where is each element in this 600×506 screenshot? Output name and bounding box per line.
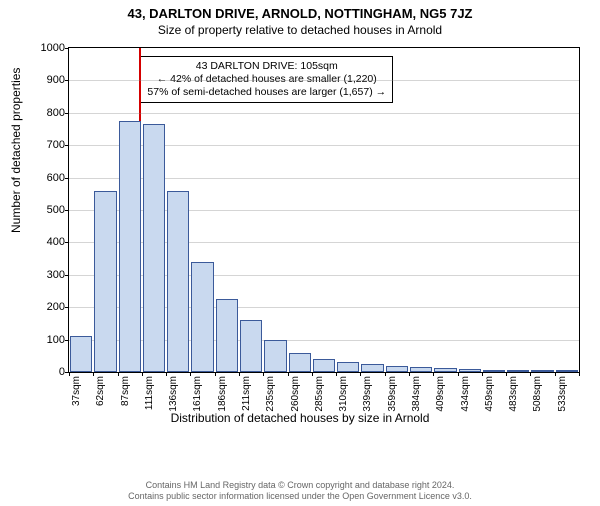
- x-tick-label: 211sqm: [241, 376, 252, 411]
- annotation-line: 57% of semi-detached houses are larger (…: [147, 86, 386, 99]
- histogram-bar: [289, 353, 311, 372]
- page-subtitle: Size of property relative to detached ho…: [0, 23, 600, 37]
- x-tick-label: 508sqm: [532, 376, 543, 412]
- x-tick-mark: [166, 372, 167, 376]
- x-tick-label: 359sqm: [387, 376, 398, 412]
- x-tick-mark: [506, 372, 507, 376]
- x-tick-label: 136sqm: [168, 376, 179, 412]
- footer-line: Contains public sector information licen…: [0, 491, 600, 502]
- x-tick-label: 260sqm: [290, 376, 301, 412]
- x-tick-mark: [118, 372, 119, 376]
- plot-area: 43 DARLTON DRIVE: 105sqm ← 42% of detach…: [68, 47, 580, 373]
- x-tick-label: 459sqm: [484, 376, 495, 412]
- x-tick-mark: [482, 372, 483, 376]
- x-tick-mark: [385, 372, 386, 376]
- x-tick-mark: [312, 372, 313, 376]
- x-tick-label: 434sqm: [460, 376, 471, 412]
- x-tick-label: 235sqm: [265, 376, 276, 412]
- x-tick-label: 37sqm: [71, 376, 82, 406]
- y-tick-mark: [65, 145, 69, 146]
- histogram-bar: [434, 368, 456, 372]
- histogram-bar: [94, 191, 116, 372]
- gridline: [69, 80, 579, 81]
- x-tick-label: 62sqm: [95, 376, 106, 406]
- x-tick-label: 186sqm: [217, 376, 228, 412]
- x-tick-mark: [555, 372, 556, 376]
- y-tick-mark: [65, 210, 69, 211]
- y-tick-mark: [65, 80, 69, 81]
- x-tick-mark: [579, 372, 580, 376]
- histogram-bar: [264, 340, 286, 372]
- x-tick-label: 384sqm: [411, 376, 422, 412]
- histogram-bar: [337, 362, 359, 372]
- histogram-bar: [531, 370, 553, 372]
- y-tick-mark: [65, 307, 69, 308]
- annotation-line: 43 DARLTON DRIVE: 105sqm: [147, 60, 386, 73]
- x-tick-label: 483sqm: [508, 376, 519, 412]
- footer: Contains HM Land Registry data © Crown c…: [0, 480, 600, 502]
- histogram-bar: [386, 366, 408, 372]
- histogram-bar: [240, 320, 262, 372]
- y-tick-mark: [65, 242, 69, 243]
- histogram-bar: [216, 299, 238, 372]
- x-tick-mark: [288, 372, 289, 376]
- x-tick-label: 87sqm: [120, 376, 131, 406]
- x-tick-mark: [458, 372, 459, 376]
- gridline: [69, 113, 579, 114]
- x-tick-mark: [215, 372, 216, 376]
- histogram-bar: [410, 367, 432, 372]
- histogram-bar: [143, 124, 165, 372]
- histogram-bar: [167, 191, 189, 372]
- y-tick-mark: [65, 113, 69, 114]
- chart-container: Number of detached properties 43 DARLTON…: [10, 43, 590, 423]
- histogram-bar: [361, 364, 383, 372]
- histogram-bar: [70, 336, 92, 372]
- histogram-bar: [119, 121, 141, 372]
- x-tick-label: 339sqm: [362, 376, 373, 412]
- x-tick-mark: [239, 372, 240, 376]
- x-tick-mark: [142, 372, 143, 376]
- histogram-bar: [556, 370, 578, 372]
- histogram-bar: [313, 359, 335, 372]
- x-axis-label: Distribution of detached houses by size …: [10, 411, 590, 425]
- y-tick-mark: [65, 275, 69, 276]
- x-tick-mark: [336, 372, 337, 376]
- x-tick-mark: [409, 372, 410, 376]
- y-tick-mark: [65, 178, 69, 179]
- histogram-bar: [191, 262, 213, 372]
- histogram-bar: [483, 370, 505, 372]
- y-axis-label: Number of detached properties: [9, 68, 23, 233]
- x-tick-label: 285sqm: [314, 376, 325, 412]
- x-tick-label: 409sqm: [435, 376, 446, 412]
- page-title: 43, DARLTON DRIVE, ARNOLD, NOTTINGHAM, N…: [0, 6, 600, 21]
- x-tick-label: 310sqm: [338, 376, 349, 412]
- x-tick-mark: [69, 372, 70, 376]
- histogram-bar: [459, 369, 481, 372]
- x-tick-label: 111sqm: [144, 376, 155, 410]
- y-tick-mark: [65, 48, 69, 49]
- footer-line: Contains HM Land Registry data © Crown c…: [0, 480, 600, 491]
- x-tick-label: 161sqm: [192, 376, 203, 412]
- x-tick-label: 533sqm: [557, 376, 568, 412]
- y-tick-mark: [65, 340, 69, 341]
- histogram-bar: [507, 370, 529, 372]
